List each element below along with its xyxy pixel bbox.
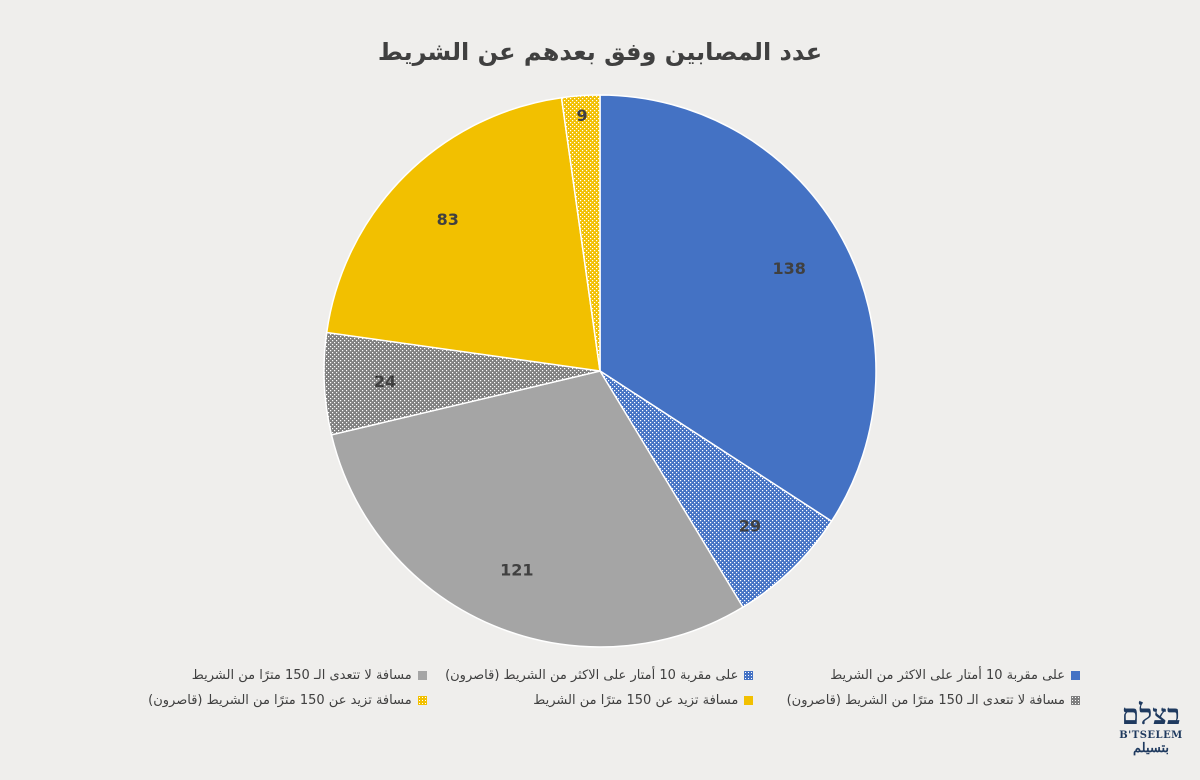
legend-label: على مقربة 10 أمتار على الاكثر من الشريط …: [445, 668, 739, 683]
pie-chart: 138 29 121 24 83 9: [323, 94, 877, 648]
legend-swatch: [417, 671, 427, 680]
legend-label: على مقربة 10 أمتار على الاكثر من الشريط: [830, 668, 1065, 683]
legend-label: مسافة لا تتعدى الـ 150 مترًا من الشريط: [191, 668, 412, 683]
legend-item: مسافة تزيد عن 150 مترًا من الشريط: [427, 693, 754, 708]
legend-swatch: [744, 671, 754, 680]
legend-item: مسافة لا تتعدى الـ 150 مترًا من الشريط: [100, 668, 427, 683]
pie-slice: [330, 370, 744, 648]
legend-item: على مقربة 10 أمتار على الاكثر من الشريط: [753, 668, 1080, 683]
pie-slice: [560, 94, 601, 372]
logo-hebrew: בצלם: [1121, 698, 1181, 731]
legend-label: مسافة لا تتعدى الـ 150 مترًا من الشريط (…: [786, 693, 1065, 708]
data-label: 9: [576, 106, 587, 125]
legend-label: مسافة تزيد عن 150 مترًا من الشريط (قاصرو…: [148, 693, 412, 708]
data-label: 83: [437, 210, 459, 229]
legend-swatch: [417, 696, 427, 705]
data-label: 29: [739, 517, 761, 536]
chart-legend: على مقربة 10 أمتار على الاكثر من الشريط ع…: [100, 668, 1080, 708]
pie-slice: [599, 370, 833, 609]
logo-english: B'TSELEM: [1119, 730, 1183, 741]
legend-item: مسافة لا تتعدى الـ 150 مترًا من الشريط (…: [753, 693, 1080, 708]
legend-label: مسافة تزيد عن 150 مترًا من الشريط: [533, 693, 739, 708]
pie-data-labels: 138 29 121 24 83 9: [374, 106, 806, 580]
logo-arabic: بتسيلم: [1132, 741, 1170, 756]
legend-swatch: [1071, 696, 1080, 705]
legend-item: مسافة تزيد عن 150 مترًا من الشريط (قاصرو…: [100, 693, 427, 708]
data-label: 138: [772, 259, 805, 278]
legend-swatch: [1071, 671, 1080, 680]
chart-title: عدد المصابين وفق بعدهم عن الشريط: [377, 38, 823, 66]
pie-slice: [325, 96, 601, 372]
pie-slice: [599, 94, 877, 523]
legend-item: على مقربة 10 أمتار على الاكثر من الشريط …: [427, 668, 754, 683]
data-label: 121: [500, 561, 533, 580]
data-label: 24: [374, 372, 396, 391]
legend-swatch: [744, 696, 754, 705]
btselem-logo: בצלם B'TSELEM بتسيلم: [1108, 698, 1194, 757]
pie-slices: [323, 94, 877, 648]
